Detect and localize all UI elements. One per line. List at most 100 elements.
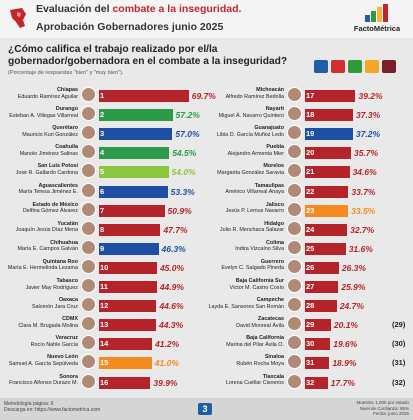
rank-label: 31	[306, 358, 315, 368]
chart-row: Tabasco Javier May Rodríguez 11 44.9%	[0, 277, 204, 296]
value-label: 24.7%	[339, 301, 364, 312]
state-name: Tamaulipas	[254, 182, 284, 189]
governor-name: Miguel Á. Navarro Quintero	[218, 112, 284, 119]
state-name: Baja California	[246, 335, 284, 342]
bar	[99, 109, 173, 122]
party-logos	[314, 60, 404, 82]
chart-row: Chihuahua María E. Campos Galván 9 46.3%	[0, 239, 204, 258]
governor-label: Aguascalientes María Teresa Jiménez E.	[0, 183, 78, 196]
bar	[305, 90, 356, 102]
state-name: Quintana Roo	[42, 258, 78, 265]
governor-photo	[81, 87, 96, 102]
governor-label: Michoacán Alfredo Ramírez Bedolla	[206, 87, 284, 100]
state-name: Nayarit	[265, 106, 284, 113]
party-logo-icon	[331, 60, 345, 73]
state-name: Jalisco	[265, 201, 284, 208]
governor-label: Chiapas Eduardo Ramírez Aguilar	[0, 87, 78, 100]
governor-label: Sinaloa Rubén Rocha Moya	[206, 354, 284, 367]
state-name: Yucatán	[57, 220, 78, 227]
state-name: Querétaro	[52, 125, 78, 132]
governor-photo	[287, 182, 302, 198]
rank-label: 9	[100, 243, 105, 253]
governor-label: Chihuahua María E. Campos Galván	[0, 240, 78, 253]
footer-right: Muestra: 1,000 por estado Nivel de Confia…	[356, 400, 409, 416]
governor-name: María E. Campos Galván	[17, 246, 78, 253]
governor-label: San Luis Potosí José R. Gallardo Cardona	[0, 163, 78, 176]
rank-label: 4	[100, 148, 105, 158]
survey-note: (Porcentaje de respuestas "bien" y "muy …	[8, 70, 124, 76]
bar	[305, 319, 331, 332]
governor-label: Tabasco Javier May Rodríguez	[0, 278, 78, 291]
chart-row: Sinaloa Rubén Rocha Moya 31 18.9% (31)	[206, 353, 410, 372]
bar	[99, 90, 189, 102]
governor-name: Julio R. Menchaca Salazar	[219, 227, 284, 234]
state-name: Sonora	[59, 373, 78, 380]
bar	[305, 109, 354, 122]
brand-logo: FactoMétrica	[347, 4, 407, 34]
governor-label: Sonora Francisco Alfonso Durazo M.	[0, 374, 78, 387]
survey-question: ¿Cómo califica el trabajo realizado por …	[8, 44, 288, 67]
governor-name: Samuel A. García Sepúlveda	[8, 360, 78, 367]
rank-label: 15	[100, 358, 109, 368]
chart-row: Baja California Marina del Pilar Ávila O.…	[206, 334, 410, 353]
governor-photo	[81, 354, 96, 370]
rank-label: 10	[100, 262, 109, 272]
governor-name: Margarita González Saravia	[217, 169, 284, 176]
value-label: 33.5%	[351, 205, 376, 216]
rank-label: 17	[306, 91, 315, 100]
rank-label: 28	[306, 301, 315, 311]
bar	[305, 261, 339, 274]
governor-label: Colima Indira Vizcaíno Silva	[206, 240, 284, 253]
value-label: 69.7%	[191, 91, 216, 101]
value-label: 18.9%	[332, 358, 357, 369]
mexico-map-icon	[10, 8, 26, 28]
bar	[99, 147, 170, 160]
governor-name: Javier May Rodríguez	[25, 284, 78, 291]
chart-row: Guanajuato Libia D. García Muñoz Ledo 19 37…	[206, 124, 410, 143]
governor-label: Jalisco Jesús P. Lemus Navarro	[206, 202, 284, 215]
governor-label: Tamaulipas Américo Villarreal Anaya	[206, 183, 284, 196]
governor-name: David Monreal Ávila	[236, 322, 284, 329]
governor-label: Campeche Layda E. Sansores San Román	[206, 297, 284, 310]
chart-row: Chiapas Eduardo Ramírez Aguilar 1 69.7%	[0, 86, 216, 105]
governor-label: Hidalgo Julio R. Menchaca Salazar	[206, 221, 284, 234]
state-name: Oaxaca	[58, 297, 78, 304]
chart-row: CDMX Clara M. Brugada Molina 13 44.3%	[0, 315, 204, 334]
chart-row: Querétaro Mauricio Kuri González 3 57.0%	[0, 124, 204, 143]
governor-name: Esteban A. Villegas Villarreal	[9, 112, 78, 119]
governor-photo	[81, 182, 96, 198]
governor-name: Indira Vizcaíno Silva	[235, 246, 284, 253]
governor-label: Querétaro Mauricio Kuri González	[0, 125, 78, 138]
value-label: 33.7%	[351, 186, 376, 197]
party-logo-icon	[348, 60, 362, 73]
rank-label: 20	[306, 148, 315, 158]
value-label: 34.6%	[352, 167, 377, 178]
governor-photo	[81, 163, 96, 179]
value-label: 44.9%	[159, 282, 184, 292]
governor-photo	[287, 297, 302, 313]
rank-label: 27	[306, 282, 315, 291]
rank-label: 30	[306, 339, 315, 349]
rank-label: 3	[100, 129, 105, 139]
governor-name: Lorena Cuéllar Cisneros	[225, 380, 284, 386]
governor-photo	[287, 258, 302, 274]
value-label: 41.0%	[154, 358, 179, 369]
value-label: 35.7%	[353, 148, 379, 159]
governor-name: Mauricio Kuri González	[22, 131, 78, 138]
governor-photo	[287, 106, 302, 122]
chart-row: Baja California Sur Víctor M. Castro Cosí…	[206, 277, 410, 296]
state-name: Chiapas	[57, 87, 78, 93]
value-label: 26.3%	[341, 262, 366, 273]
bar	[305, 338, 331, 351]
chart-row: San Luis Potosí José R. Gallardo Cardona 5…	[0, 162, 204, 181]
governor-photo	[287, 354, 302, 370]
chart-row: Yucatán Joaquín Jesús Díaz Mena 8 47.7%	[0, 220, 204, 239]
value-label: 41.2%	[155, 339, 180, 350]
brand-name: FactoMétrica	[353, 24, 401, 33]
bar	[99, 281, 157, 293]
governor-name: Evelyn C. Salgado Pineda	[221, 265, 284, 272]
governor-photo	[81, 316, 96, 332]
bar	[99, 357, 152, 370]
governor-photo	[81, 297, 96, 313]
state-name: CDMX	[62, 316, 78, 323]
